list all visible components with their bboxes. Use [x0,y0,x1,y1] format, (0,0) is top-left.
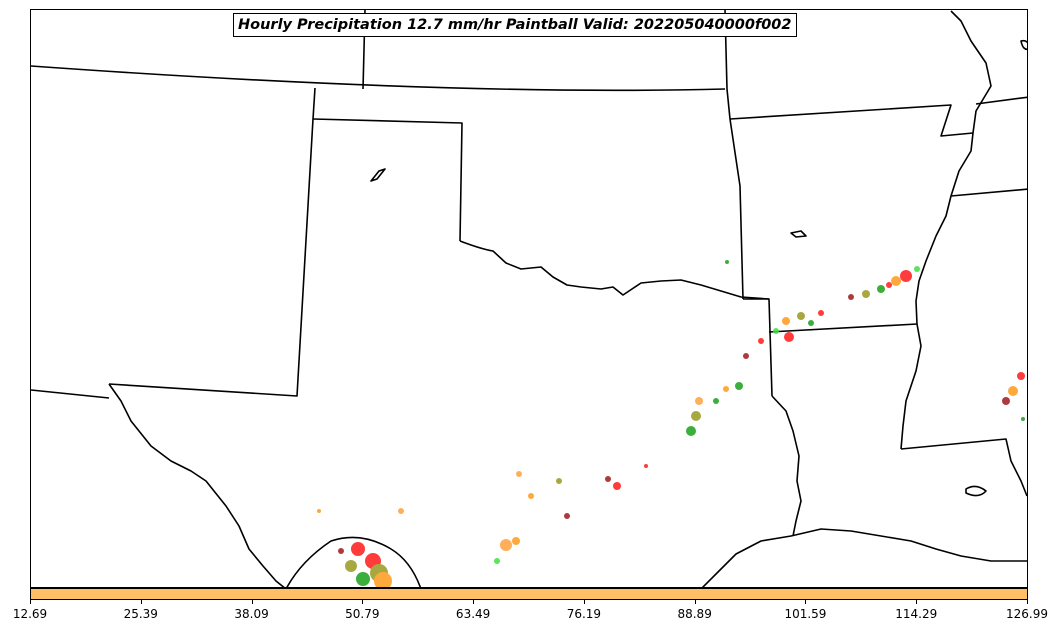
colorbar-tick [30,600,31,604]
lake-outline-2 [791,231,806,237]
colorbar-tick-label: 38.09 [234,607,268,621]
az-nm-line [31,390,109,398]
colorbar-tick [584,600,585,604]
lake-outline-3 [966,486,986,495]
colorbar-tick-label: 50.79 [345,607,379,621]
colorbar-tick-label: 88.89 [677,607,711,621]
ms-la-south [901,439,1027,496]
mo-ar-boundary [743,299,772,396]
ar-la-boundary [769,324,917,332]
colorbar-tick [805,600,806,604]
map-title: Hourly Precipitation 12.7 mm/hr Paintbal… [233,13,797,37]
ok-ks-boundary [313,119,462,241]
state-lines [31,10,1028,588]
lake-outline-1 [371,169,385,181]
colorbar-tick-label: 25.39 [124,607,158,621]
mississippi-river [901,11,991,449]
colorbar-tick [695,600,696,604]
tn-ms-border [951,189,1028,196]
ks-ne-border [31,66,725,90]
colorbar-tick-label: 101.59 [784,607,826,621]
tx-la-boundary [772,396,801,536]
rio-grande [109,384,286,588]
nm-tx-boundary [109,119,313,396]
colorbar-tick [252,600,253,604]
mo-ar-top [730,105,973,136]
colorbar-tick-label: 12.69 [13,607,47,621]
colorbar-tick-label: 114.29 [895,607,937,621]
texas-coastline [701,529,1028,588]
paintball-blobs [317,260,1025,588]
map-panel [30,9,1028,588]
colorbar-tick [141,600,142,604]
colorbar [30,588,1028,600]
colorbar-tick [916,600,917,604]
co-ks-boundary [313,88,315,119]
lake-outline-4 [1021,41,1028,50]
colorbar-tick-label: 76.19 [567,607,601,621]
colorbar-tick-label: 126.99 [1006,607,1048,621]
colorbar-tick [473,600,474,604]
colorbar-tick [362,600,363,604]
ok-ar-boundary [730,119,743,299]
state-boundaries-map [31,10,1028,588]
ok-tx-red-river [460,241,769,299]
colorbar-tick [1027,600,1028,604]
colorbar-tick-label: 63.49 [456,607,490,621]
